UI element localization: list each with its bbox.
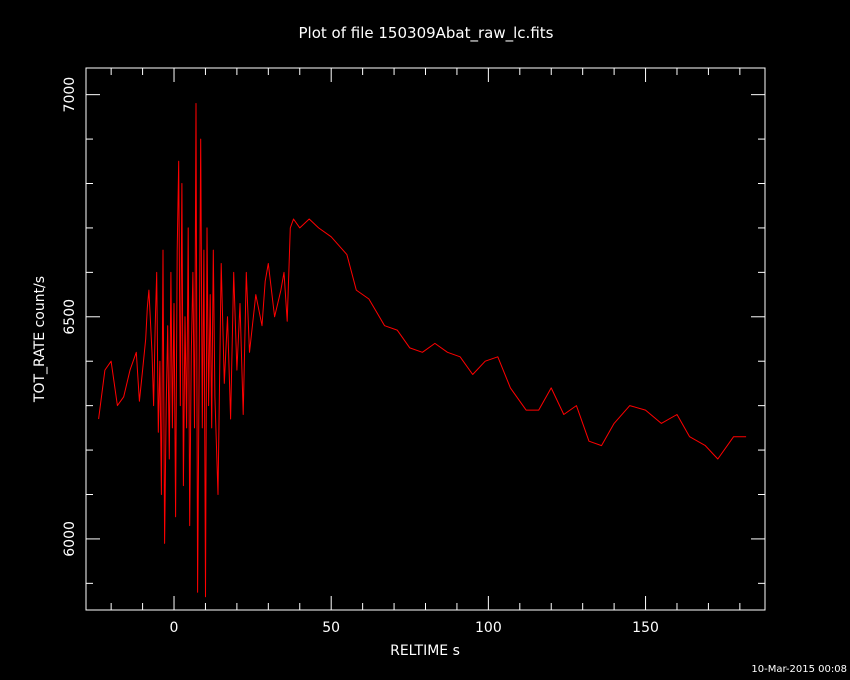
axis-ticks xyxy=(86,68,765,610)
series-line-0 xyxy=(98,103,747,598)
y-tick-label: 7000 xyxy=(62,77,78,113)
x-axis-label: RELTIME s xyxy=(390,643,460,659)
chart-title: Plot of file 150309Abat_raw_lc.fits xyxy=(299,24,554,43)
y-tick-label: 6500 xyxy=(62,299,78,335)
plot-timestamp: 10-Mar-2015 00:08 xyxy=(751,664,847,675)
x-tick-label: 50 xyxy=(322,620,340,636)
y-axis-label: TOT_RATE count/s xyxy=(32,276,48,403)
series-layer xyxy=(98,103,747,598)
axis-tick-labels: 0 50 100 150 6000 6500 7000 xyxy=(62,77,659,636)
x-tick-label: 150 xyxy=(632,620,659,636)
y-tick-label: 6000 xyxy=(62,521,78,557)
x-tick-label: 100 xyxy=(475,620,502,636)
x-tick-label: 0 xyxy=(170,620,179,636)
